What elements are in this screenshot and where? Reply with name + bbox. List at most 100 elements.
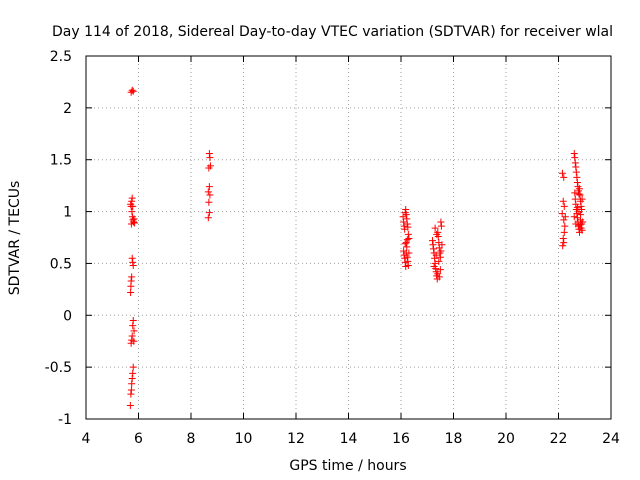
data-point (558, 169, 566, 177)
data-point (403, 215, 411, 223)
data-point (559, 235, 567, 243)
data-point (431, 259, 439, 267)
y-tick-label: 2 (63, 101, 72, 117)
data-point (128, 332, 136, 340)
data-point (206, 191, 214, 199)
data-point (403, 243, 411, 251)
data-point (571, 189, 579, 197)
data-point (570, 213, 578, 221)
data-point (127, 288, 135, 296)
data-point (127, 282, 135, 290)
data-point (205, 149, 213, 157)
data-point (128, 375, 136, 383)
data-point (127, 220, 135, 228)
x-tick-label: 18 (445, 431, 463, 447)
data-point (572, 220, 580, 228)
data-point (129, 258, 137, 266)
data-point (570, 149, 578, 157)
data-point (405, 249, 413, 257)
data-point (558, 210, 566, 218)
x-tick-label: 20 (497, 431, 515, 447)
data-point (402, 211, 410, 219)
data-points (126, 86, 587, 410)
data-point (130, 337, 138, 345)
data-point (404, 230, 412, 238)
data-point (577, 202, 585, 210)
data-point (128, 273, 136, 281)
data-point (403, 220, 411, 228)
data-point (128, 197, 136, 205)
data-point (128, 380, 136, 388)
chart-title: Day 114 of 2018, Sidereal Day-to-day VTE… (52, 24, 613, 40)
x-tick-label: 4 (82, 431, 91, 447)
data-point (129, 87, 137, 95)
data-point (129, 363, 137, 371)
data-point (205, 209, 213, 217)
data-point (404, 223, 412, 231)
data-point (130, 327, 138, 335)
data-point (573, 203, 581, 211)
data-point (578, 205, 586, 213)
data-point (129, 316, 137, 324)
data-point (402, 205, 410, 213)
x-tick-label: 10 (235, 431, 253, 447)
y-tick-label: -0.5 (45, 360, 72, 376)
data-point (572, 168, 580, 176)
data-point (205, 183, 213, 191)
y-tick-label: 0.5 (50, 256, 72, 272)
data-point (128, 194, 136, 202)
data-point (578, 195, 586, 203)
data-point (402, 239, 410, 247)
y-ticks: -1 -0.5 0 0.5 1 1.5 2 2.5 (45, 49, 611, 428)
data-point (436, 253, 444, 261)
data-point (560, 239, 568, 247)
data-point (129, 322, 137, 330)
data-point (571, 159, 579, 167)
data-point (403, 236, 411, 244)
data-point (571, 154, 579, 162)
data-point (435, 273, 443, 281)
x-ticks: 4 6 8 10 12 14 16 18 20 22 24 (82, 56, 620, 447)
data-point (130, 215, 138, 223)
data-point (429, 237, 436, 245)
grid-lines (86, 56, 611, 419)
data-point (431, 224, 439, 232)
data-point (435, 257, 443, 265)
data-point (204, 214, 212, 222)
data-point (579, 218, 587, 226)
data-point (128, 208, 136, 216)
data-point (438, 241, 446, 249)
data-point (430, 263, 438, 271)
data-point (204, 188, 212, 196)
data-point (128, 254, 136, 262)
data-point (433, 230, 441, 238)
data-point (405, 235, 413, 243)
data-point (561, 222, 569, 230)
data-point (400, 218, 408, 226)
data-point (437, 247, 445, 255)
data-point (206, 162, 214, 170)
x-axis-label: GPS time / hours (289, 458, 406, 474)
data-point (577, 211, 585, 219)
data-point (576, 185, 583, 193)
data-point (404, 262, 412, 270)
data-point (434, 270, 442, 278)
data-point (129, 262, 137, 270)
data-point (401, 240, 409, 248)
x-tick-label: 16 (392, 431, 410, 447)
data-point (131, 219, 139, 227)
data-point (128, 86, 136, 94)
x-tick-label: 6 (134, 431, 143, 447)
data-point (404, 257, 412, 265)
data-point (575, 190, 583, 198)
data-point (572, 163, 580, 171)
x-tick-label: 8 (187, 431, 196, 447)
data-point (571, 195, 579, 203)
y-tick-label: 1 (63, 205, 72, 221)
y-tick-label: 1.5 (50, 153, 72, 169)
data-point (561, 213, 569, 221)
data-point (403, 253, 411, 261)
data-point (127, 386, 135, 394)
x-tick-label: 12 (287, 431, 305, 447)
